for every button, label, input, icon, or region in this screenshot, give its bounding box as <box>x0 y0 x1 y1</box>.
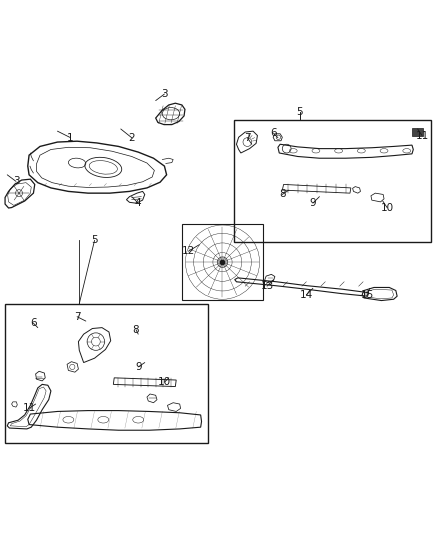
Bar <box>412 128 423 135</box>
Text: 10: 10 <box>158 377 171 387</box>
Bar <box>234 120 431 243</box>
Text: 5: 5 <box>297 107 303 117</box>
Text: 4: 4 <box>135 198 141 208</box>
Text: 1: 1 <box>67 133 74 143</box>
Bar <box>182 224 263 300</box>
Text: 11: 11 <box>415 131 429 141</box>
Text: 6: 6 <box>30 318 37 328</box>
Text: 11: 11 <box>22 403 36 414</box>
Text: 3: 3 <box>13 176 19 187</box>
Bar <box>5 304 208 443</box>
Text: 8: 8 <box>133 325 139 335</box>
Text: 9: 9 <box>310 198 316 208</box>
Text: 13: 13 <box>261 281 274 291</box>
Text: 9: 9 <box>135 362 141 372</box>
Text: 14: 14 <box>300 290 313 300</box>
Text: 3: 3 <box>161 89 168 99</box>
Text: 5: 5 <box>91 235 98 245</box>
Text: 15: 15 <box>361 290 374 300</box>
Text: 8: 8 <box>279 189 286 199</box>
Text: 7: 7 <box>74 312 81 322</box>
Text: 7: 7 <box>244 133 251 143</box>
Text: 6: 6 <box>270 128 277 139</box>
Text: 10: 10 <box>381 203 394 213</box>
Circle shape <box>217 257 228 268</box>
Text: 2: 2 <box>128 133 135 143</box>
Text: 12: 12 <box>182 246 195 256</box>
